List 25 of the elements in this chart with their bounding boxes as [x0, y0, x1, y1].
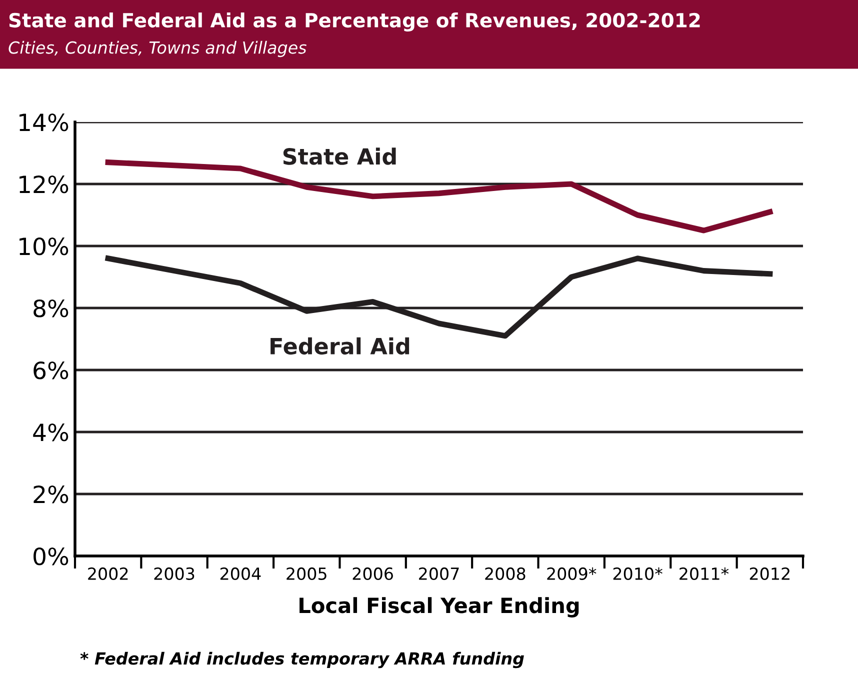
x-tick-label: 2011*: [680, 567, 729, 580]
chart-subtitle: Cities, Counties, Towns and Villages: [8, 40, 306, 58]
y-tick-label: 6%: [34, 361, 68, 380]
x-axis-title: Local Fiscal Year Ending: [300, 597, 579, 618]
y-tick-label: 10%: [20, 237, 68, 256]
series-label: Federal Aid: [270, 337, 410, 355]
x-tick-label: 2010*: [613, 567, 662, 580]
x-tick-label: 2009*: [547, 567, 596, 580]
x-tick-label: 2004: [220, 567, 261, 580]
y-tick-label: 2%: [34, 485, 68, 504]
x-tick-label: 2002: [88, 567, 128, 580]
x-tick-label: 2012: [750, 567, 790, 580]
x-tick-label: 2008: [485, 567, 526, 580]
x-tick-label: 2006: [352, 567, 393, 580]
y-tick-label: 8%: [34, 299, 68, 318]
y-tick-label: 4%: [33, 423, 68, 442]
x-tick-label: 2005: [286, 567, 326, 580]
chart-title: State and Federal Aid as a Percentage of Revenues, 2002-2012: [9, 12, 700, 32]
y-tick-label: 0%: [34, 547, 68, 566]
y-tick-label: 14%: [20, 113, 68, 132]
y-tick-label: 12%: [20, 175, 68, 194]
series-label: State Aid: [283, 148, 396, 165]
text: * Federal Aid includes temporary ARRA funding: [80, 652, 524, 668]
x-tick-label: 2007: [419, 567, 459, 580]
x-tick-label: 2003: [154, 567, 194, 580]
